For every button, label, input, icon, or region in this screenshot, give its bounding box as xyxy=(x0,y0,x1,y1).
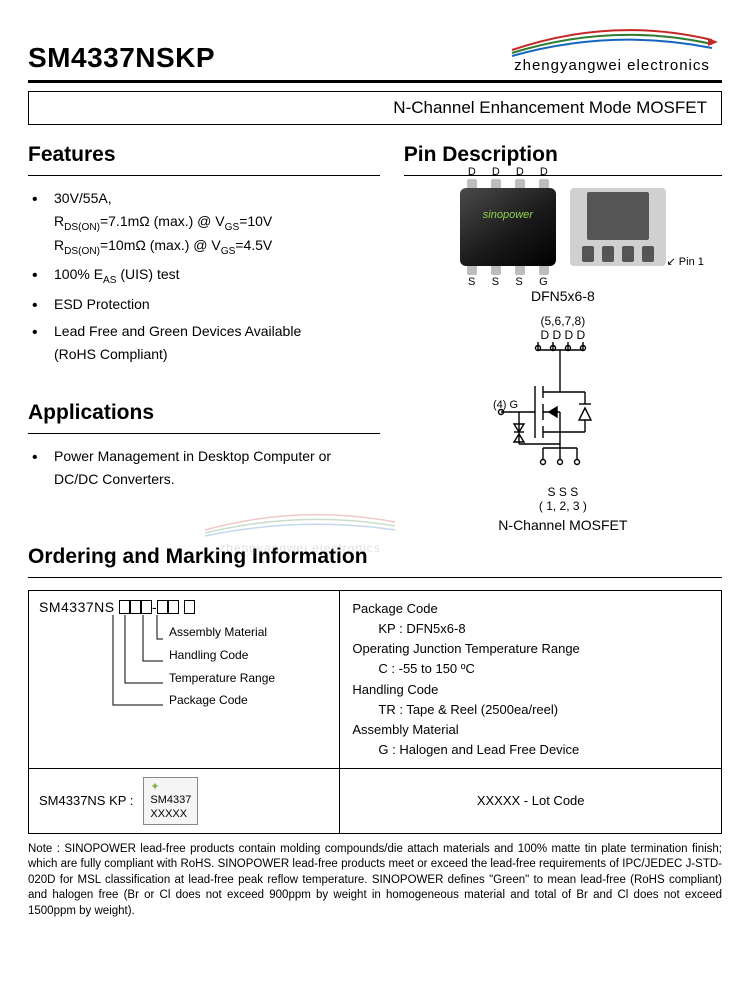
feature-item: ESD Protection xyxy=(28,294,380,315)
feature-item: Lead Free and Green Devices Available xyxy=(28,321,380,342)
ordering-partcode-cell: SM4337NS - Assembly Material Handling Co… xyxy=(29,591,340,768)
ordering-table: SM4337NS - Assembly Material Handling Co… xyxy=(28,590,722,834)
ordering-row-2: SM4337NS KP : ✦ SM4337 XXXXX XXXXX - Lot… xyxy=(29,769,721,833)
gate-label: (4) G xyxy=(493,399,518,411)
ordering-marking-cell: SM4337NS KP : ✦ SM4337 XXXXX xyxy=(29,769,340,833)
features-list-2: 100% EAS (UIS) test ESD Protection Lead … xyxy=(28,264,380,342)
subtitle-box: N-Channel Enhancement Mode MOSFET xyxy=(28,91,722,125)
header-rule xyxy=(28,80,722,83)
footnote: Note : SINOPOWER lead-free products cont… xyxy=(28,842,722,920)
schematic-diagram: (5,6,7,8) D D D D xyxy=(404,314,722,533)
features-list: 30V/55A, xyxy=(28,188,380,209)
mosfet-symbol-icon: (4) G xyxy=(493,342,633,482)
ordering-partcode: SM4337NS - xyxy=(39,599,195,615)
pin-desc-rule xyxy=(404,175,722,176)
bracket-lines-icon xyxy=(107,615,167,725)
chip-top-labels: D D D D xyxy=(460,166,556,178)
ordering-section: Ordering and Marking Information SM4337N… xyxy=(28,545,722,834)
applications-heading: Applications xyxy=(28,401,380,425)
feature-rds2: RDS(ON)=10mΩ (max.) @ VGS=4.5V xyxy=(28,235,380,259)
right-column: Pin Description D D D D sinopower xyxy=(404,143,722,533)
ordering-row-1: SM4337NS - Assembly Material Handling Co… xyxy=(29,591,721,769)
ordering-heading: Ordering and Marking Information xyxy=(28,545,722,569)
applications-block: Applications Power Management in Desktop… xyxy=(28,401,380,491)
marking-chip-icon: ✦ SM4337 XXXXX xyxy=(143,777,198,825)
main-columns: Features 30V/55A, RDS(ON)=7.1mΩ (max.) @… xyxy=(28,143,722,533)
ordering-rule xyxy=(28,577,722,578)
feature-item: 30V/55A, xyxy=(28,188,380,209)
ordering-codes-cell: Package Code KP : DFN5x6-8 Operating Jun… xyxy=(340,591,721,768)
package-name: DFN5x6-8 xyxy=(404,288,722,304)
schematic-name: N-Channel MOSFET xyxy=(404,517,722,533)
pin1-label: ↙ Pin 1 xyxy=(667,255,704,268)
features-rule xyxy=(28,175,380,176)
feature-rohs: (RoHS Compliant) xyxy=(28,344,380,366)
chip-row: D D D D sinopower S S S G xyxy=(404,188,722,266)
bracket-labels: Assembly Material Handling Code Temperat… xyxy=(39,621,329,712)
feature-rds1: RDS(ON)=7.1mΩ (max.) @ VGS=10V xyxy=(28,211,380,235)
application-item: Power Management in Desktop Computer or xyxy=(28,446,380,467)
chip-bottom-icon: ↙ Pin 1 xyxy=(570,188,666,266)
part-number: SM4337NSKP xyxy=(28,42,215,74)
brand-swish-icon xyxy=(502,26,722,60)
applications-rule xyxy=(28,433,380,434)
left-column: Features 30V/55A, RDS(ON)=7.1mΩ (max.) @… xyxy=(28,143,380,533)
package-diagram: D D D D sinopower S S S G xyxy=(404,188,722,304)
feature-item: 100% EAS (UIS) test xyxy=(28,264,380,288)
brand-block: zhengyangwei electronics xyxy=(502,18,722,74)
application-line2: DC/DC Converters. xyxy=(28,469,380,491)
applications-list: Power Management in Desktop Computer or xyxy=(28,446,380,467)
ordering-lotcode-cell: XXXXX - Lot Code xyxy=(340,769,721,833)
header: SM4337NSKP zhengyangwei electronics xyxy=(28,18,722,74)
chip-bot-labels: S S S G xyxy=(460,276,556,288)
features-heading: Features xyxy=(28,143,380,167)
chip-icon: sinopower xyxy=(460,188,556,266)
chip-logo: sinopower xyxy=(483,209,533,221)
pin-desc-heading: Pin Description xyxy=(404,143,722,167)
